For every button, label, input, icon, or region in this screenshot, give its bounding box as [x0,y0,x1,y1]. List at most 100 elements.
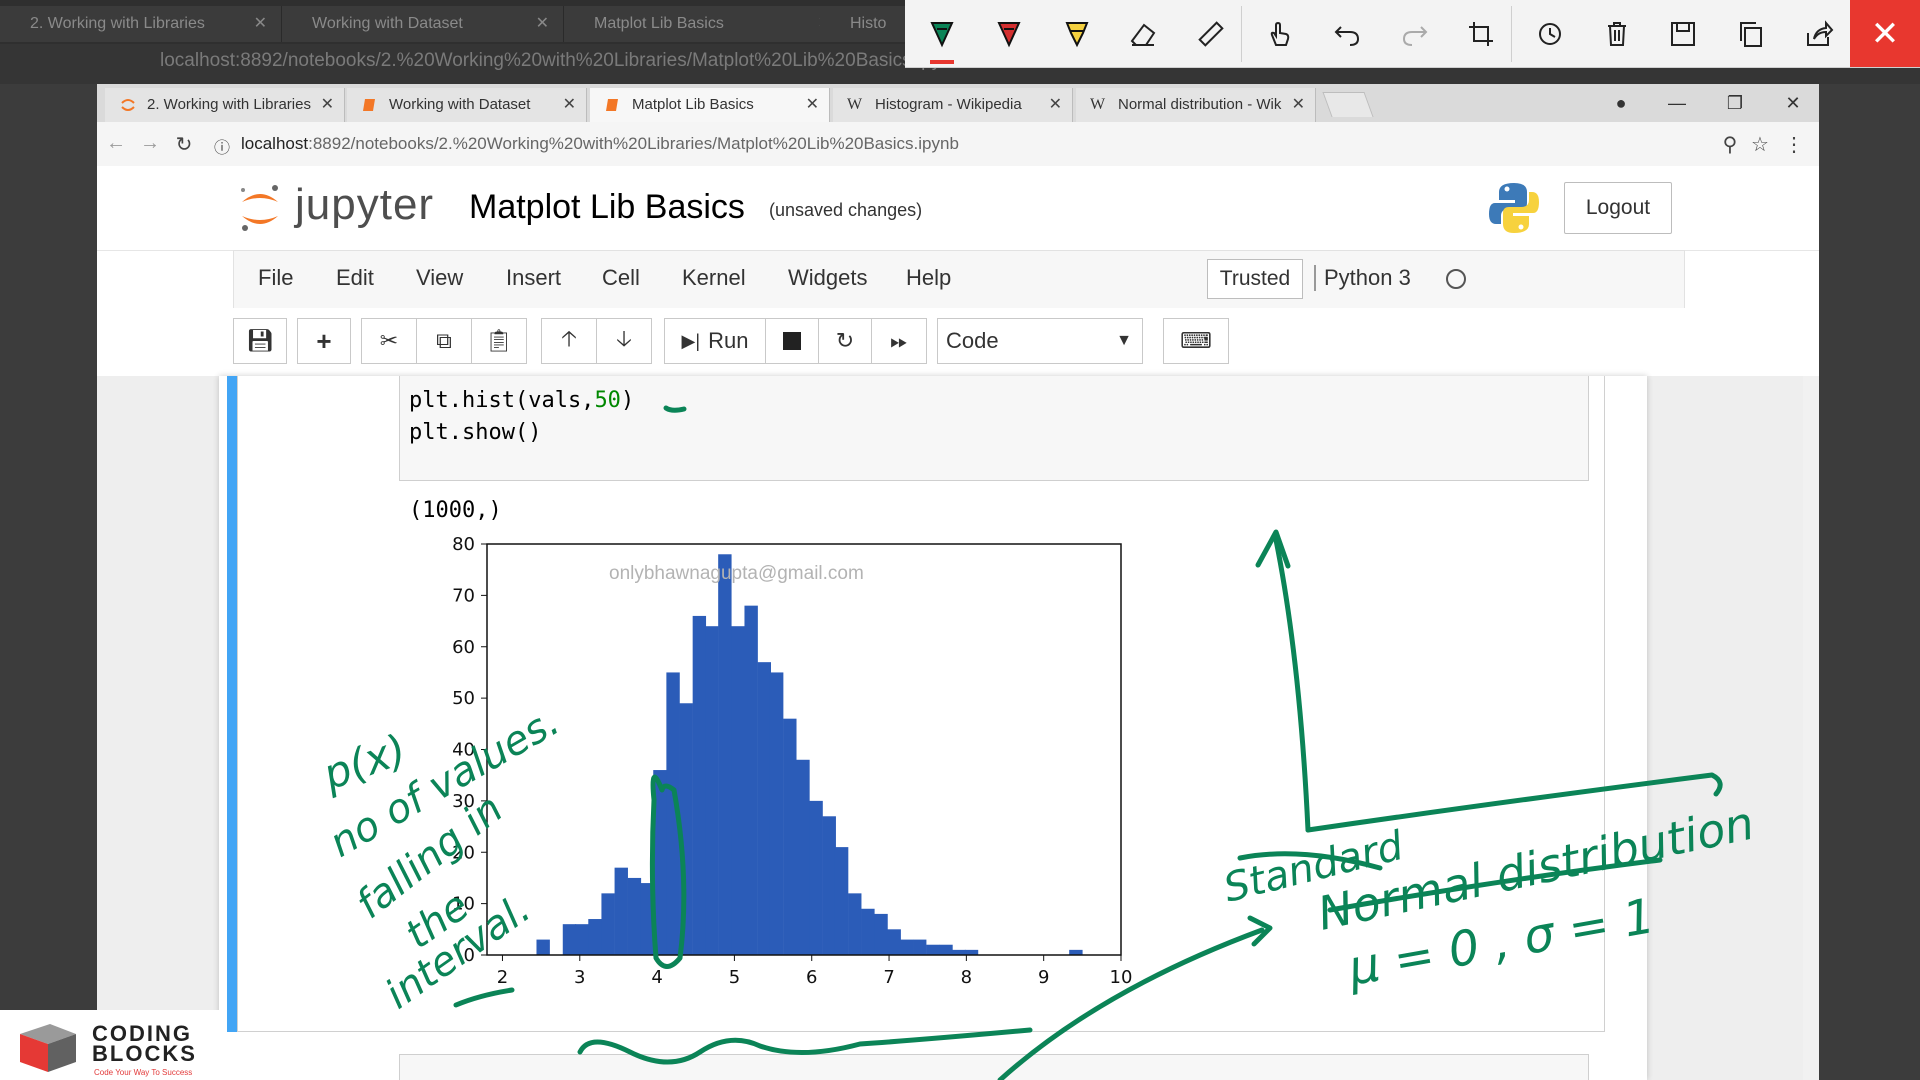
scrollbar[interactable] [1803,376,1819,1080]
close-toolbar-button[interactable]: ✕ [1850,0,1920,67]
command-palette-button[interactable]: ⌨ [1163,318,1229,364]
background-tab[interactable]: Matplot Lib Basics✕ [564,6,846,42]
new-tab-button[interactable] [1322,92,1374,117]
code-input[interactable] [399,376,1589,481]
background-tab[interactable]: 2. Working with Libraries ✕ [0,6,282,42]
histogram-bar [601,893,615,955]
menu-view[interactable]: View [416,265,464,290]
notebook-area: plt.hist(vals,50) plt.show() (1000,) 0 10… [97,376,1819,1080]
trash-icon[interactable] [1593,10,1641,58]
paste-icon: 📋︎ [485,328,513,353]
profile-icon[interactable]: ● [1615,92,1627,113]
redo-icon[interactable] [1391,10,1439,58]
y-axis-ticks: 0 10 20 30 40 50 60 70 80 [452,534,487,966]
tab-bar: 2. Working with Libraries ✕ Working with … [97,84,1819,122]
kernel-name[interactable]: Python 3 [1314,265,1411,291]
copy-icon[interactable] [1727,10,1775,58]
save-icon[interactable] [1659,10,1707,58]
histogram-bar [834,847,849,955]
close-icon[interactable]: ✕ [1291,96,1305,113]
fast-forward-icon: ⏩︎ [890,328,908,353]
x-tick-label: 2 [497,967,508,988]
close-icon[interactable]: ✕ [562,96,576,113]
zoom-icon[interactable]: ⚲ [1722,134,1738,156]
trusted-button[interactable]: Trusted [1207,259,1303,299]
tab-working-with-libraries[interactable]: 2. Working with Libraries ✕ [105,88,345,122]
back-icon[interactable]: ← [106,132,126,154]
close-icon[interactable]: ✕ [253,15,267,32]
arrow-up-icon: 🡡 [561,326,577,351]
minimize-icon[interactable]: — [1668,92,1686,113]
menu-cell[interactable]: Cell [602,265,640,290]
code-line: plt.hist(vals,50) [409,388,634,413]
tab-working-with-dataset[interactable]: Working with Dataset ✕ [347,88,587,122]
background-tab[interactable]: Working with Dataset ✕ [282,6,564,42]
close-icon[interactable]: ✕ [1048,96,1062,113]
tab-histogram-wikipedia[interactable]: W Histogram - Wikipedia ✕ [833,88,1073,122]
histogram-bar [744,605,758,955]
cell-type-select[interactable]: Code ▼ [937,318,1143,364]
restart-run-all-button[interactable]: ⏩︎ [871,318,927,364]
tab-label: Normal distribution - Wik [1118,96,1282,113]
tab-matplot-lib-basics[interactable]: Matplot Lib Basics ✕ [590,88,830,122]
insert-cell-button[interactable]: + [297,318,351,364]
highlighter-yellow-icon[interactable] [1053,10,1101,58]
undo-icon[interactable] [1323,10,1371,58]
url-host: localhost [241,134,309,153]
y-tick-label: 60 [452,637,475,658]
pen-red-icon[interactable] [985,10,1033,58]
histogram-bar [952,949,966,955]
tab-normal-distribution-wikipedia[interactable]: W Normal distribution - Wik ✕ [1076,88,1316,122]
paste-button[interactable]: 📋︎ [471,318,527,364]
share-icon[interactable] [1795,10,1843,58]
close-window-icon[interactable]: ✕ [1785,92,1801,113]
watermark-text: onlybhawnagupta@gmail.com [609,563,864,584]
coding-blocks-logo-icon [20,1024,76,1072]
save-button[interactable]: 💾︎ [233,318,287,364]
copy-cell-button[interactable]: ⧉ [416,318,472,364]
menu-widgets[interactable]: Widgets [788,265,868,290]
crop-icon[interactable] [1457,10,1505,58]
tab-label: Matplot Lib Basics [632,96,754,113]
url-field[interactable]: localhost:8892/notebooks/2.%20Working%20… [241,134,959,154]
restart-button[interactable]: ↻ [818,318,872,364]
close-icon[interactable]: ✕ [535,15,549,32]
histogram-bar [796,759,810,955]
menu-help[interactable]: Help [906,265,952,290]
pen-green-icon[interactable] [918,10,966,58]
menu-file[interactable]: File [258,265,294,290]
eraser-icon[interactable] [1119,10,1167,58]
keyboard-icon: ⌨ [1180,328,1212,353]
jupyter-logo-icon[interactable] [237,180,283,236]
touch-icon[interactable] [1255,10,1303,58]
run-button[interactable]: ▶︎| Run [664,318,766,364]
menu-insert[interactable]: Insert [506,265,562,290]
restore-icon[interactable]: ❐ [1726,92,1744,113]
histogram-bar [769,672,784,955]
close-icon[interactable]: ✕ [805,96,819,113]
jupyter-wordmark[interactable]: jupyter [295,180,435,229]
next-code-cell[interactable] [399,1054,1589,1080]
logout-button[interactable]: Logout [1564,182,1672,234]
background-tab[interactable]: Histo [820,6,910,42]
move-up-button[interactable]: 🡡 [541,318,597,364]
menu-edit[interactable]: Edit [336,265,374,290]
info-icon[interactable]: ⓘ [213,140,230,157]
active-tool-indicator [930,60,954,64]
forward-icon[interactable]: → [140,132,160,154]
interrupt-button[interactable] [765,318,819,364]
menu-kernel[interactable]: Kernel [682,265,746,290]
history-icon[interactable] [1525,10,1573,58]
ruler-icon[interactable] [1187,10,1235,58]
code-number: 50 [594,388,621,413]
browser-menu-icon[interactable]: ⋮ [1784,134,1804,156]
move-down-button[interactable]: 🡣 [596,318,652,364]
histogram-bar [874,913,888,955]
reload-icon[interactable]: ↻ [175,134,193,156]
x-axis-ticks: 2 3 4 5 6 7 8 9 10 [497,955,1132,988]
bookmark-star-icon[interactable]: ☆ [1751,134,1769,156]
notebook-title[interactable]: Matplot Lib Basics [469,188,745,226]
close-icon[interactable]: ✕ [320,96,334,113]
cut-button[interactable]: ✂ [361,318,417,364]
histogram-bar [614,867,628,955]
